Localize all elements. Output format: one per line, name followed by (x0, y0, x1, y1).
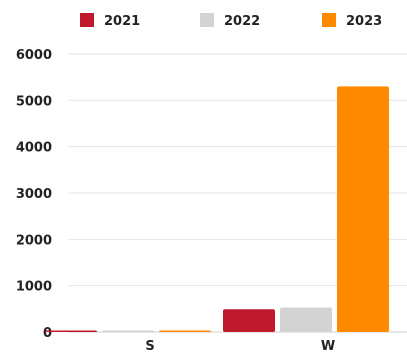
legend-label-2022: 2022 (224, 14, 260, 29)
bar-S-2023 (159, 330, 211, 332)
gridlines (68, 53, 407, 333)
y-tick-label: 4000 (16, 141, 52, 156)
y-tick-label: 5000 (16, 94, 52, 109)
bar-S-2022 (102, 330, 154, 332)
legend-swatch-2022 (200, 13, 214, 27)
y-tick-label: 2000 (16, 233, 52, 248)
bar-W-2022 (280, 307, 332, 332)
bars (45, 86, 389, 332)
y-tick-label: 3000 (16, 187, 52, 202)
x-tick-label: S (145, 339, 154, 352)
bar-S-2021 (45, 330, 97, 332)
legend: 2021 2022 2023 (80, 13, 382, 29)
legend-label-2023: 2023 (346, 14, 382, 29)
legend-swatch-2021 (80, 13, 94, 27)
bar-W-2021 (223, 309, 275, 332)
x-tick-label: W (321, 339, 335, 352)
legend-label-2021: 2021 (104, 14, 140, 29)
y-tick-label: 0 (43, 326, 52, 341)
bar-W-2023 (337, 86, 389, 332)
legend-swatch-2023 (322, 13, 336, 27)
y-axis: 0 1000 2000 3000 4000 5000 6000 (16, 48, 52, 341)
y-tick-label: 6000 (16, 48, 52, 63)
y-tick-label: 1000 (16, 280, 52, 295)
